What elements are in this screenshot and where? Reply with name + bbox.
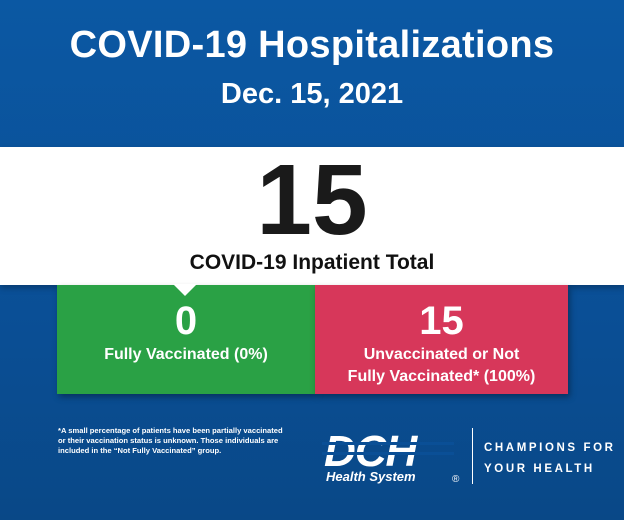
- unvaccinated-value: 15: [419, 299, 464, 343]
- logo-stripe-2: [322, 452, 454, 455]
- unvaccinated-label-line2: Fully Vaccinated* (100%): [347, 368, 536, 385]
- footnote: *A small percentage of patients have bee…: [58, 426, 308, 456]
- tagline-line2: YOUR HEALTH: [484, 463, 595, 475]
- tagline: CHAMPIONS FOR YOUR HEALTH: [484, 438, 616, 480]
- total-band: [0, 147, 624, 285]
- footnote-line1: *A small percentage of patients have bee…: [58, 426, 283, 435]
- footnote-line3: included in the “Not Fully Vaccinated” g…: [58, 446, 222, 455]
- vaccinated-value: 0: [174, 299, 198, 343]
- vaccinated-box: 0 Fully Vaccinated (0%): [57, 285, 315, 394]
- unvaccinated-box: 15 Unvaccinated or Not Fully Vaccinated*…: [315, 285, 568, 394]
- vaccinated-label: Fully Vaccinated (0%): [104, 346, 268, 363]
- inpatient-total-label: COVID-19 Inpatient Total: [189, 251, 435, 274]
- footnote-line2: or their vaccination status is unknown. …: [58, 436, 279, 445]
- logo-registered-mark: ®: [452, 474, 460, 485]
- report-date: Dec. 15, 2021: [220, 78, 404, 110]
- page-title: COVID-19 Hospitalizations: [69, 24, 555, 66]
- unvaccinated-label: Unvaccinated or Not Fully Vaccinated* (1…: [315, 344, 568, 388]
- dch-logo: DCH Health System ®: [322, 428, 460, 485]
- logo-divider: [472, 428, 473, 484]
- tagline-line1: CHAMPIONS FOR: [484, 442, 616, 454]
- pointer-triangle-icon: [173, 284, 197, 296]
- logo-stripe-1: [322, 442, 454, 445]
- inpatient-total-value: 15: [256, 144, 368, 256]
- unvaccinated-label-line1: Unvaccinated or Not: [363, 346, 520, 363]
- logo-subtitle: Health System: [326, 469, 416, 484]
